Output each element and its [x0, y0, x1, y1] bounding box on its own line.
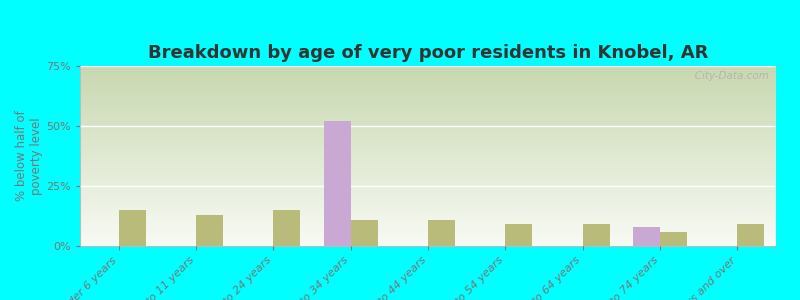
Title: Breakdown by age of very poor residents in Knobel, AR: Breakdown by age of very poor residents …	[148, 44, 708, 62]
Bar	[582, 224, 610, 246]
Y-axis label: % below half of
poverty level: % below half of poverty level	[15, 111, 43, 201]
Bar	[660, 232, 687, 246]
Bar	[196, 215, 223, 246]
Bar	[323, 121, 350, 246]
Bar	[274, 210, 300, 246]
Bar	[428, 220, 455, 246]
Bar	[118, 210, 146, 246]
Bar	[738, 224, 764, 246]
Bar	[633, 227, 660, 246]
Text: City-Data.com: City-Data.com	[685, 71, 769, 81]
Bar	[350, 220, 378, 246]
Bar	[506, 224, 532, 246]
